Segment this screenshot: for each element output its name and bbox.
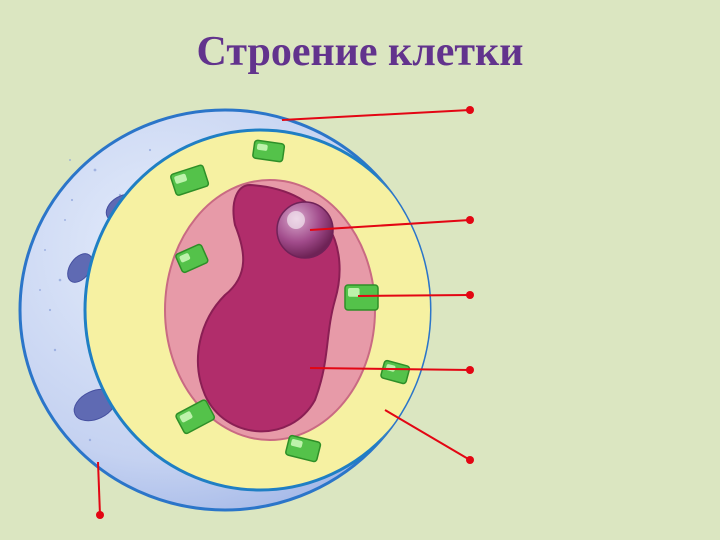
cell-diagram [0,0,720,540]
diagram-stage: Строение клетки [0,0,720,540]
chloroplast-icon [345,285,378,310]
chloroplast-icon [252,140,284,162]
page-title: Строение клетки [0,28,720,76]
vacuole [165,180,375,440]
